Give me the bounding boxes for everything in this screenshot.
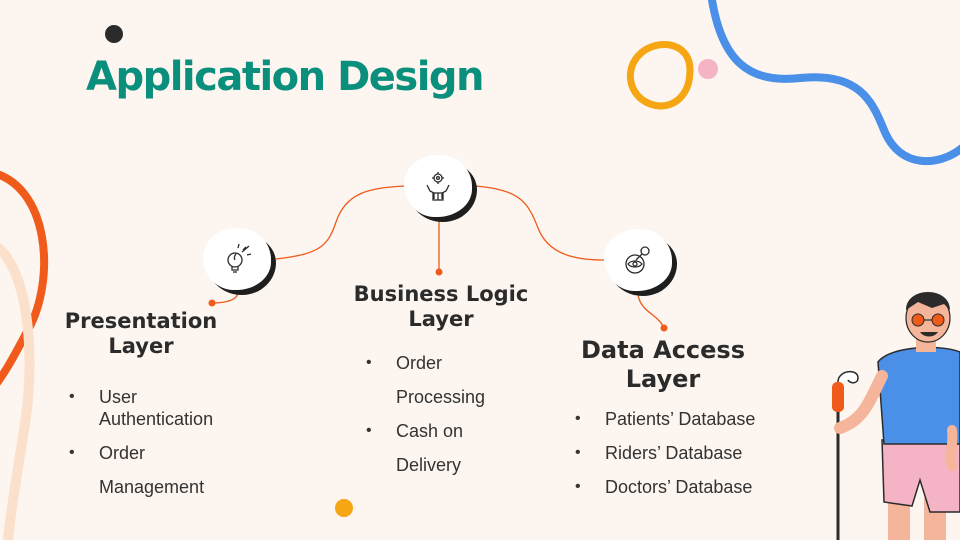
yellow-dot xyxy=(335,499,353,517)
list-item: User Authentication xyxy=(69,386,241,430)
hands-gear-icon xyxy=(426,172,450,201)
presentation-layer-heading: Presentation Layer xyxy=(64,309,218,359)
business-logic-layer-heading: Business Logic Layer xyxy=(353,282,529,332)
list-item: Cash on Delivery xyxy=(366,414,496,482)
connector-left-dot xyxy=(208,299,216,307)
connector-right xyxy=(475,185,605,261)
data-access-layer-node xyxy=(604,229,677,296)
connector-right-drop xyxy=(637,293,665,329)
peach-arc-decoration xyxy=(0,242,35,540)
presentation-layer-bullets: User Authentication Order Management xyxy=(69,386,241,504)
connector-right-dot xyxy=(660,324,668,332)
list-item: Order Processing xyxy=(366,346,496,414)
presentation-layer-node xyxy=(203,228,276,295)
data-access-layer-heading: Data Access Layer xyxy=(580,336,745,393)
connector-left xyxy=(275,185,405,260)
yellow-ring-decoration xyxy=(626,41,694,110)
data-access-layer-bullets: Patients’ Database Riders’ Database Doct… xyxy=(575,402,775,504)
list-item: Doctors’ Database xyxy=(575,470,775,504)
business-logic-layer-node xyxy=(404,155,477,222)
slide-title: Application Design xyxy=(86,54,485,100)
blue-wave-decoration xyxy=(708,0,960,166)
orange-arc-decoration xyxy=(0,171,48,386)
connector-center-dot xyxy=(435,268,443,276)
pink-dot xyxy=(698,59,718,79)
character-illustration xyxy=(832,292,960,540)
list-item: Order Management xyxy=(69,436,241,504)
eye-key-icon xyxy=(625,246,650,274)
dark-dot xyxy=(105,25,123,43)
lightbulb-icon xyxy=(227,243,252,273)
business-logic-layer-bullets: Order Processing Cash on Delivery xyxy=(366,346,526,482)
list-item: Riders’ Database xyxy=(575,436,775,470)
list-item: Patients’ Database xyxy=(575,402,775,436)
